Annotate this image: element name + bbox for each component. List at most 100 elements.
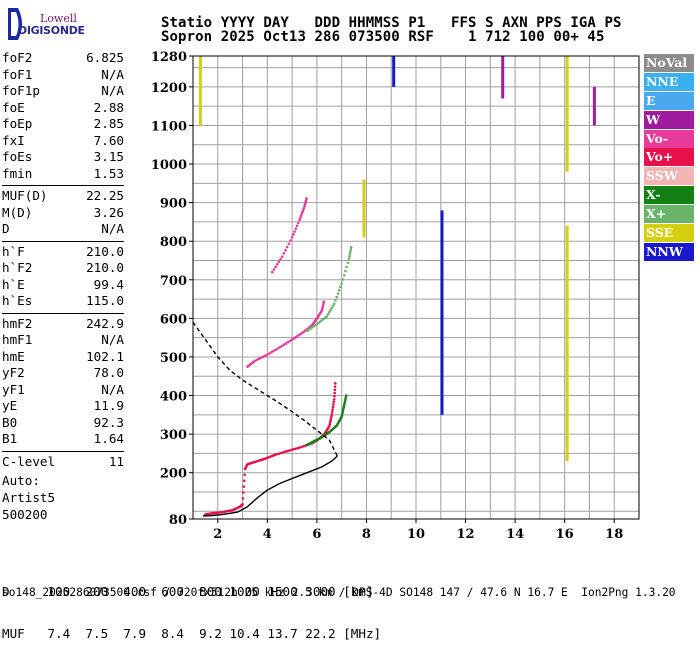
param-value: 78.0 bbox=[93, 365, 124, 380]
param-row: C-level 11 bbox=[2, 454, 124, 471]
param-value: N/A bbox=[101, 83, 124, 98]
echo-point bbox=[241, 497, 245, 500]
echo-point bbox=[300, 211, 304, 215]
y-tick-label: 1280 bbox=[151, 50, 187, 65]
param-row: fmin 1.53 bbox=[2, 166, 124, 183]
param-separator bbox=[2, 312, 124, 314]
auto-program: Artist5 bbox=[2, 490, 56, 505]
echo-series bbox=[270, 197, 308, 274]
param-value: 210.0 bbox=[86, 243, 124, 259]
param-name: foF1p bbox=[2, 83, 40, 98]
auto-version: 500200 bbox=[2, 507, 48, 522]
echo-point bbox=[279, 257, 282, 261]
echo-point bbox=[276, 347, 279, 350]
param-name: foEp bbox=[2, 116, 33, 131]
x-tick-label: 2 bbox=[213, 527, 222, 542]
echo-point bbox=[283, 450, 287, 454]
echo-point bbox=[280, 344, 284, 348]
param-row: h`F2 210.0 bbox=[2, 260, 124, 277]
echo-point bbox=[284, 342, 288, 345]
y-tick-label: 80 bbox=[169, 513, 187, 528]
echo-point bbox=[332, 398, 336, 401]
legend-item: SSE bbox=[644, 224, 694, 243]
x-tick-label: 18 bbox=[605, 527, 623, 542]
echo-point bbox=[333, 391, 336, 395]
param-separator bbox=[2, 240, 124, 242]
param-row: h`E 99.4 bbox=[2, 277, 124, 294]
echo-point bbox=[270, 270, 274, 274]
param-value: 11.9 bbox=[93, 398, 124, 413]
echo-point bbox=[261, 355, 265, 358]
param-name: h`F2 bbox=[2, 260, 33, 275]
param-name: MUF(D) bbox=[2, 188, 48, 203]
echo-point bbox=[278, 346, 282, 349]
echo-point bbox=[334, 299, 337, 302]
echo-point bbox=[331, 405, 335, 409]
echo-point bbox=[340, 413, 344, 417]
param-row: B0 92.3 bbox=[2, 415, 124, 432]
x-tick-label: 8 bbox=[362, 527, 371, 542]
param-value: N/A bbox=[101, 221, 124, 236]
height-profiles bbox=[192, 321, 338, 517]
echo-point bbox=[342, 403, 346, 407]
echo-point bbox=[285, 245, 289, 249]
echo-point bbox=[344, 398, 347, 401]
echo-point bbox=[274, 348, 277, 352]
echo-series bbox=[305, 394, 348, 447]
echo-point bbox=[343, 401, 346, 405]
echo-point bbox=[327, 425, 331, 428]
param-name: foE bbox=[2, 99, 25, 115]
param-name: C-level bbox=[2, 453, 56, 469]
echo-point bbox=[273, 453, 277, 457]
virtual-height-trace bbox=[202, 455, 338, 517]
echo-point bbox=[328, 421, 332, 424]
echo-point bbox=[340, 415, 343, 419]
plot-grid bbox=[192, 56, 640, 519]
echo-point bbox=[347, 257, 351, 260]
param-value: 102.1 bbox=[86, 348, 124, 364]
echo-point bbox=[242, 479, 246, 482]
echo-point bbox=[339, 285, 342, 289]
param-name: foF2 bbox=[2, 50, 33, 65]
echo-point bbox=[332, 302, 336, 306]
echo-point bbox=[289, 448, 293, 452]
echo-point bbox=[335, 295, 339, 299]
x-tick-label: 4 bbox=[263, 527, 272, 542]
param-name: hmF2 bbox=[2, 315, 33, 331]
echo-point bbox=[259, 356, 263, 360]
echo-point bbox=[302, 444, 305, 448]
echo-point bbox=[296, 446, 299, 450]
echo-point bbox=[332, 403, 335, 406]
y-tick-label: 800 bbox=[160, 235, 187, 250]
param-row: hmF2 242.9 bbox=[2, 316, 124, 333]
echo-point bbox=[333, 382, 337, 385]
echo-point bbox=[243, 473, 246, 477]
echo-point bbox=[241, 503, 244, 506]
echo-point bbox=[275, 453, 279, 456]
echo-point bbox=[285, 449, 289, 453]
echo-point bbox=[336, 292, 340, 295]
echo-point bbox=[343, 400, 347, 403]
param-value: 22.25 bbox=[86, 188, 124, 203]
muf-table: D 100 200 400 600 800 1000 1500 3000 [km… bbox=[2, 557, 381, 655]
echo-point bbox=[330, 410, 334, 414]
echo-point bbox=[305, 197, 308, 200]
y-tick-label: 1000 bbox=[151, 158, 187, 173]
vertical-traces bbox=[198, 56, 596, 462]
param-row: hmF1 N/A bbox=[2, 332, 124, 349]
echo-point bbox=[329, 419, 332, 422]
echo-point bbox=[286, 340, 290, 344]
legend-item: X- bbox=[644, 186, 694, 205]
echo-point bbox=[330, 413, 334, 417]
param-row: foE 2.88 bbox=[2, 100, 124, 117]
echo-point bbox=[326, 313, 330, 316]
echo-point bbox=[277, 452, 281, 455]
param-name: h`Es bbox=[2, 293, 33, 308]
param-separator bbox=[2, 185, 124, 186]
echo-point bbox=[300, 445, 303, 449]
echo-point bbox=[292, 233, 295, 236]
param-name: fmin bbox=[2, 165, 33, 181]
param-name: foF1 bbox=[2, 66, 33, 82]
param-name: B0 bbox=[2, 414, 18, 430]
param-value: 242.9 bbox=[86, 315, 124, 331]
